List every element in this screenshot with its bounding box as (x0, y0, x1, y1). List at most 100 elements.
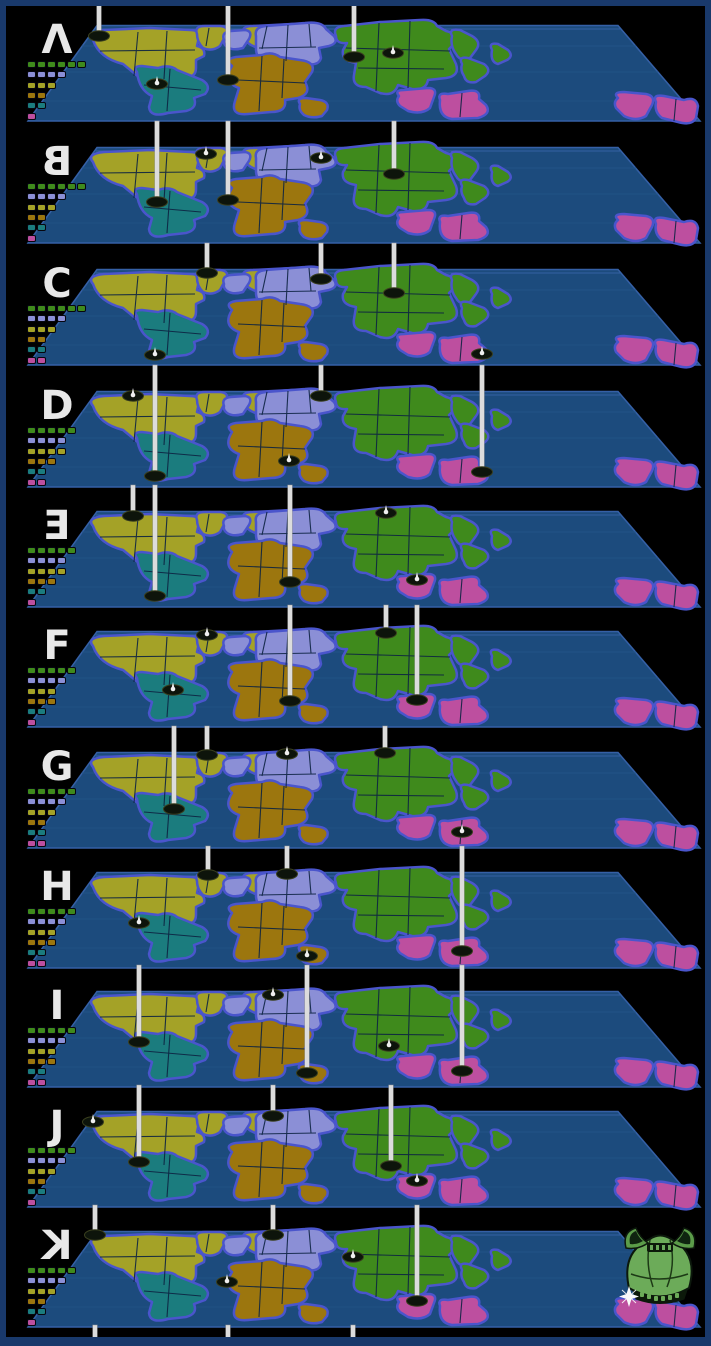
layer-B: B (0, 120, 711, 249)
legend-row-asia (27, 908, 76, 915)
world-map-G[interactable] (0, 725, 711, 854)
world-map-H[interactable] (0, 845, 711, 974)
legend-square-asia (67, 667, 76, 674)
legend-square-europe (57, 71, 66, 79)
legend-square-south_america (37, 949, 46, 957)
legend-row-south_america (27, 1068, 46, 1076)
legend-square-north_america (37, 928, 46, 936)
legend-row-australia (27, 1318, 36, 1326)
wormhole-hole (144, 590, 166, 602)
legend-square-south_america (27, 102, 36, 110)
world-map-J[interactable] (0, 1084, 711, 1213)
legend-square-australia (27, 1318, 36, 1326)
legend-square-asia (67, 1267, 76, 1274)
world-map-A[interactable] (0, 0, 711, 127)
legend-square-north_america (37, 687, 46, 695)
layer-E: E (0, 484, 711, 613)
legend-square-north_america (47, 81, 56, 89)
legend-row-africa (27, 335, 46, 343)
world-map-C[interactable] (0, 242, 711, 371)
alien-ship-logo (618, 1227, 696, 1308)
wormhole-tip-dot (318, 154, 324, 160)
layer-label-D: D (40, 383, 74, 429)
legend-row-africa (27, 213, 46, 221)
legend-square-europe (47, 557, 56, 565)
legend-square-asia (47, 1147, 56, 1154)
legend-square-south_america (37, 829, 46, 837)
legend-row-north_america (27, 447, 66, 455)
legend-square-asia (57, 788, 66, 795)
legend-square-north_america (47, 567, 56, 575)
legend-square-south_america (37, 102, 46, 110)
wormhole-pillars (144, 242, 493, 361)
legend-row-europe (27, 918, 66, 926)
world-map-E[interactable] (0, 484, 711, 613)
legend-row-asia (27, 1027, 76, 1034)
world-map-D[interactable] (0, 364, 711, 493)
wormhole-pillar-stub (92, 1324, 98, 1346)
wormhole-hole (262, 1229, 284, 1241)
legend-square-north_america (47, 808, 56, 816)
layer-label-K: K (41, 1223, 73, 1269)
legend-row-europe (27, 1037, 66, 1045)
legend-square-africa (27, 938, 36, 946)
legend-square-africa (47, 938, 56, 946)
wormhole-pillar (136, 1084, 142, 1163)
legend-square-asia (37, 305, 46, 312)
legend-row-africa (27, 577, 56, 585)
layer-label-J: J (49, 1103, 65, 1149)
legend-row-africa (27, 818, 46, 826)
legend-row-australia (27, 234, 36, 242)
wormhole-tip-dot (170, 686, 176, 692)
wormhole-pillars (163, 725, 473, 838)
legend-square-europe (27, 437, 36, 445)
legend-square-australia (37, 1078, 46, 1086)
legend-row-australia (27, 1198, 36, 1206)
legend-square-south_america (37, 1068, 46, 1076)
wormhole-hole (196, 267, 218, 279)
legend-square-europe (57, 437, 66, 445)
legend-row-africa (27, 91, 46, 99)
legend-row-africa (27, 1057, 56, 1065)
legend-row-asia (27, 61, 86, 68)
legend-square-north_america (27, 447, 36, 455)
legend-square-africa (37, 457, 46, 465)
wormhole-hole (217, 74, 239, 86)
world-continents (26, 984, 702, 1091)
world-continents (26, 624, 702, 731)
legend-row-europe (27, 315, 66, 323)
legend-square-asia (57, 61, 66, 68)
legend-square-asia (47, 427, 56, 434)
legend-row-south_america (27, 588, 46, 596)
world-continents (26, 262, 702, 369)
legend-square-north_america (47, 447, 56, 455)
wormhole-pillar (479, 364, 485, 473)
wormhole-hole (128, 1036, 150, 1048)
wormhole-tip-dot (414, 576, 420, 582)
wormhole-tip-dot (204, 631, 210, 637)
legend-square-africa (27, 1297, 36, 1305)
wormhole-pillars (128, 964, 473, 1079)
legend-square-europe (47, 677, 56, 685)
world-map-I[interactable] (0, 964, 711, 1093)
world-map-B[interactable] (0, 120, 711, 249)
wormhole-pillar (287, 604, 293, 702)
legend-square-europe (27, 1037, 36, 1045)
legend-square-europe (37, 193, 46, 201)
legend-square-africa (47, 577, 56, 585)
legend-square-europe (57, 557, 66, 565)
legend-row-south_america (27, 829, 46, 837)
legend-square-asia (27, 305, 36, 312)
legend-square-australia (37, 356, 46, 364)
wormhole-pillar (225, 0, 231, 81)
world-continents (26, 865, 702, 972)
layer-K: K (0, 1204, 711, 1346)
world-map-K[interactable] (0, 1204, 711, 1346)
wormhole-hole (196, 749, 218, 761)
legend-row-north_america (27, 687, 56, 695)
legend-square-europe (47, 71, 56, 79)
legend-square-africa (37, 1297, 46, 1305)
world-map-F[interactable] (0, 604, 711, 733)
legend-row-europe (27, 1277, 66, 1285)
legend-square-asia (47, 183, 56, 190)
